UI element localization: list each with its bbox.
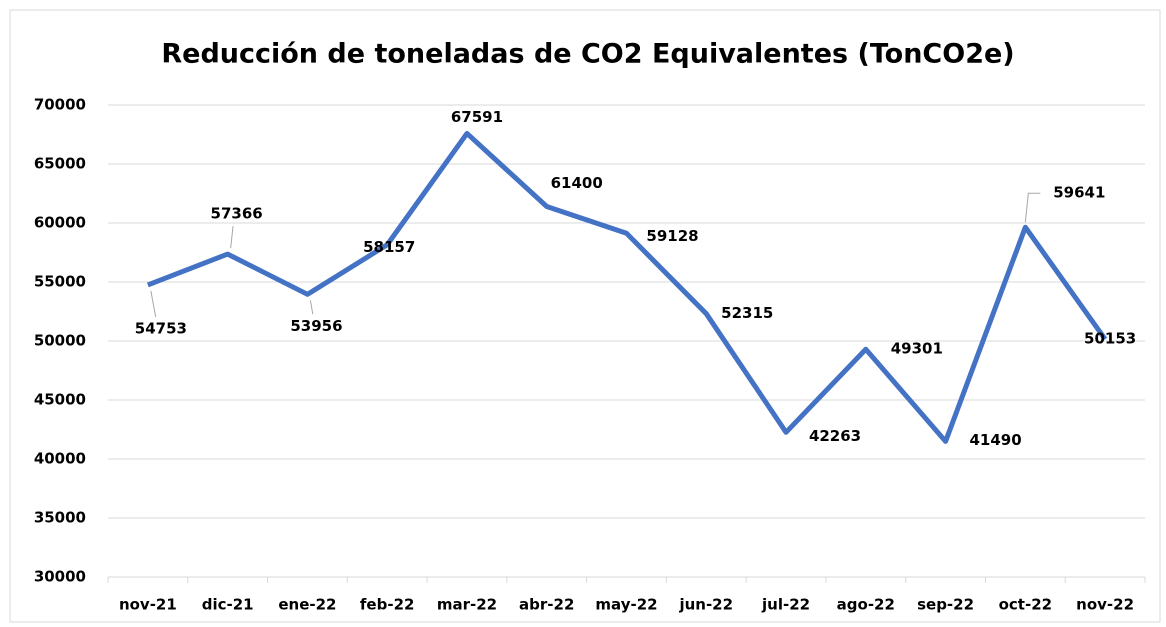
x-tick-label: dic-21 [202,596,254,614]
leader-line [309,300,314,315]
y-tick-label: 40000 [34,450,86,468]
x-tick-label: ago-22 [837,596,895,614]
data-label: 54753 [135,319,187,337]
x-tick-label: jul-22 [761,596,810,614]
chart-title: Reducción de toneladas de CO2 Equivalent… [161,39,1014,70]
x-tick-label: may-22 [595,596,657,614]
data-label: 50153 [1084,330,1136,348]
data-label: 41490 [969,431,1021,449]
data-label: 61400 [551,174,603,192]
line [146,130,1108,444]
data-label: 52315 [721,304,773,322]
data-label: 49301 [891,340,943,358]
leader-line [150,290,157,318]
x-tick-label: mar-22 [437,596,497,614]
data-label: 67591 [451,108,503,126]
data-label: 59641 [1053,184,1105,202]
x-tick-label: oct-22 [999,596,1052,614]
y-tick-label: 35000 [34,509,86,527]
y-tick-label: 60000 [34,214,86,232]
x-tick-label: sep-22 [917,596,974,614]
y-tick-label: 55000 [34,273,86,291]
x-tick-label: jun-22 [678,596,733,614]
leader-line [1024,192,1041,223]
data-label: 59128 [646,227,698,245]
chart-border [9,9,1161,623]
x-tick-label: feb-22 [360,596,415,614]
y-tick-label: 65000 [34,155,86,173]
data-label: 57366 [211,205,263,223]
y-tick-label: 50000 [34,332,86,350]
y-tick-label: 45000 [34,391,86,409]
x-tick-label: abr-22 [519,596,574,614]
data-label: 42263 [809,427,861,445]
data-label: 53956 [290,317,342,335]
x-tick-label: ene-22 [278,596,336,614]
leader-line [230,226,234,249]
y-tick-label: 30000 [34,568,86,586]
x-tick-label: nov-21 [119,596,177,614]
data-label: 58157 [363,238,415,256]
y-tick-label: 70000 [34,96,86,114]
x-tick-label: nov-22 [1076,596,1134,614]
